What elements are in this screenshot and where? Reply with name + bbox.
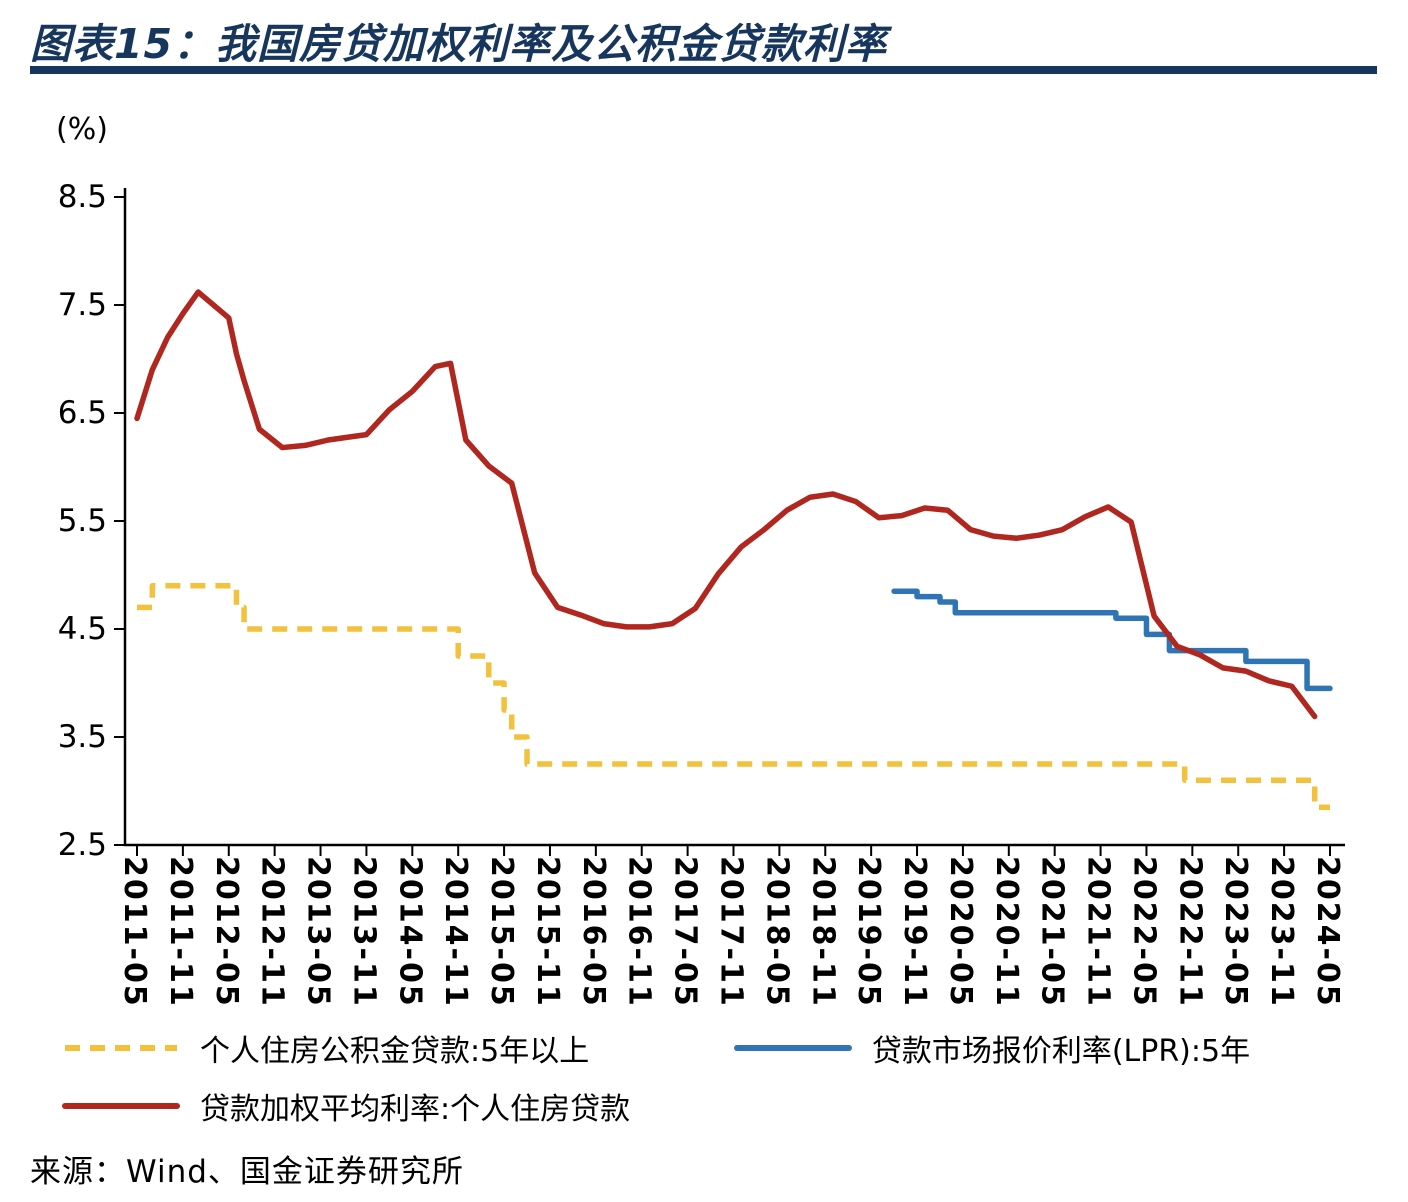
legend-line-sample-solid-red [62, 1100, 180, 1112]
x-tick-label: 2022-11 [1172, 856, 1208, 1008]
y-tick-label: 6.5 [57, 395, 107, 431]
x-tick-label: 2018-05 [759, 856, 795, 1008]
x-tick-label: 2017-05 [667, 856, 703, 1008]
legend-item-weighted-mortgage-rate: 贷款加权平均利率:个人住房贷款 [62, 1084, 734, 1128]
y-tick-label: 4.5 [57, 611, 107, 647]
series-line-0 [137, 583, 1330, 810]
legend-sample-line [65, 1045, 177, 1051]
x-tick-label: 2015-11 [529, 856, 565, 1008]
legend: 个人住房公积金贷款:5年以上 贷款市场报价利率(LPR):5年 贷款加权平均利率… [62, 1026, 1354, 1128]
x-tick-label: 2021-05 [1034, 856, 1070, 1008]
y-tick-label: 2.5 [57, 827, 107, 863]
x-tick-label: 2016-05 [575, 856, 611, 1008]
tick-marks [114, 196, 1331, 856]
figure-title: 图表15：我国房贷加权利率及公积金贷款利率 [30, 20, 888, 68]
title-underline [30, 66, 1377, 74]
x-tick-label: 2011-05 [117, 856, 152, 1008]
legend-item-provident-fund: 个人住房公积金贷款:5年以上 [62, 1026, 734, 1070]
x-tick-label: 2023-11 [1264, 856, 1300, 1008]
x-tick-label: 2013-11 [346, 856, 382, 1008]
legend-sample-line [62, 1103, 180, 1109]
y-tick-label: 8.5 [57, 179, 107, 215]
y-tick-label: 3.5 [57, 719, 107, 755]
y-axis-unit-label: (%) [56, 112, 108, 147]
x-tick-label: 2021-11 [1080, 856, 1116, 1008]
x-tick-label: 2020-11 [988, 856, 1024, 1008]
y-tick-label: 7.5 [57, 287, 107, 323]
series-line-1 [891, 588, 1333, 692]
x-tick-label: 2011-11 [162, 856, 198, 1008]
x-tick-label: 2015-05 [484, 856, 520, 1008]
x-tick-label: 2018-11 [805, 856, 841, 1008]
x-tick-label: 2013-05 [300, 856, 336, 1008]
x-tick-label: 2017-11 [713, 856, 749, 1008]
y-tick-label: 5.5 [57, 503, 107, 539]
x-tick-label: 2019-05 [851, 856, 887, 1008]
series-line-2 [134, 289, 1318, 720]
x-tick-label: 2024-05 [1310, 856, 1345, 1008]
legend-label: 贷款市场报价利率(LPR):5年 [871, 1034, 1251, 1069]
legend-item-lpr: 贷款市场报价利率(LPR):5年 [733, 1026, 1354, 1070]
x-tick-label: 2012-05 [208, 856, 244, 1008]
x-tick-label: 2014-11 [438, 856, 474, 1008]
legend-label: 个人住房公积金贷款:5年以上 [200, 1034, 590, 1069]
x-tick-label: 2014-05 [392, 856, 428, 1008]
legend-label: 贷款加权平均利率:个人住房贷款 [200, 1092, 631, 1127]
x-tick-label: 2019-11 [897, 856, 933, 1008]
x-tick-label: 2012-11 [254, 856, 290, 1008]
legend-sample-line [733, 1045, 852, 1051]
x-tick-label: 2023-05 [1218, 856, 1254, 1008]
legend-line-sample-solid-blue [733, 1042, 852, 1054]
legend-line-sample-dashed-yellow [62, 1042, 180, 1054]
source-note: 来源：Wind、国金证券研究所 [30, 1154, 464, 1190]
axes [123, 188, 1345, 847]
x-tick-label: 2022-05 [1126, 856, 1162, 1008]
x-tick-label: 2020-05 [942, 856, 978, 1008]
x-tick-label: 2016-11 [621, 856, 657, 1008]
